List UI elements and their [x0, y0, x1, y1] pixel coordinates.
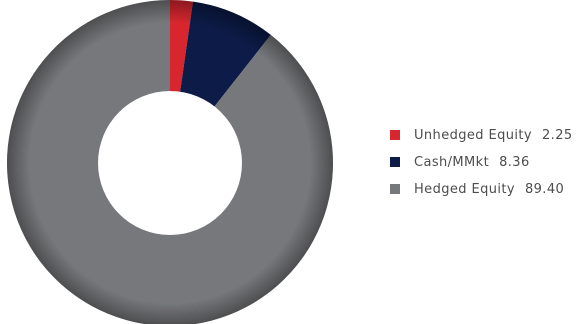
legend-value: 89.40 [524, 181, 565, 197]
donut-svg [7, 0, 333, 324]
legend-label: Cash/MMkt [414, 154, 490, 170]
legend-swatch [390, 184, 400, 194]
legend-swatch [390, 130, 400, 140]
legend-swatch [390, 157, 400, 167]
legend-value: 8.36 [499, 154, 530, 170]
legend-item-cash-mmkt: Cash/MMkt 8.36 [390, 154, 580, 170]
legend-label: Hedged Equity [414, 181, 515, 197]
legend-label: Unhedged Equity [414, 127, 532, 143]
legend-item-hedged-equity: Hedged Equity 89.40 [390, 181, 580, 197]
legend: Unhedged Equity 2.25 Cash/MMkt 8.36 Hedg… [390, 127, 580, 208]
legend-value: 2.25 [542, 127, 573, 143]
legend-item-unhedged-equity: Unhedged Equity 2.25 [390, 127, 580, 143]
donut-hole [98, 91, 242, 235]
